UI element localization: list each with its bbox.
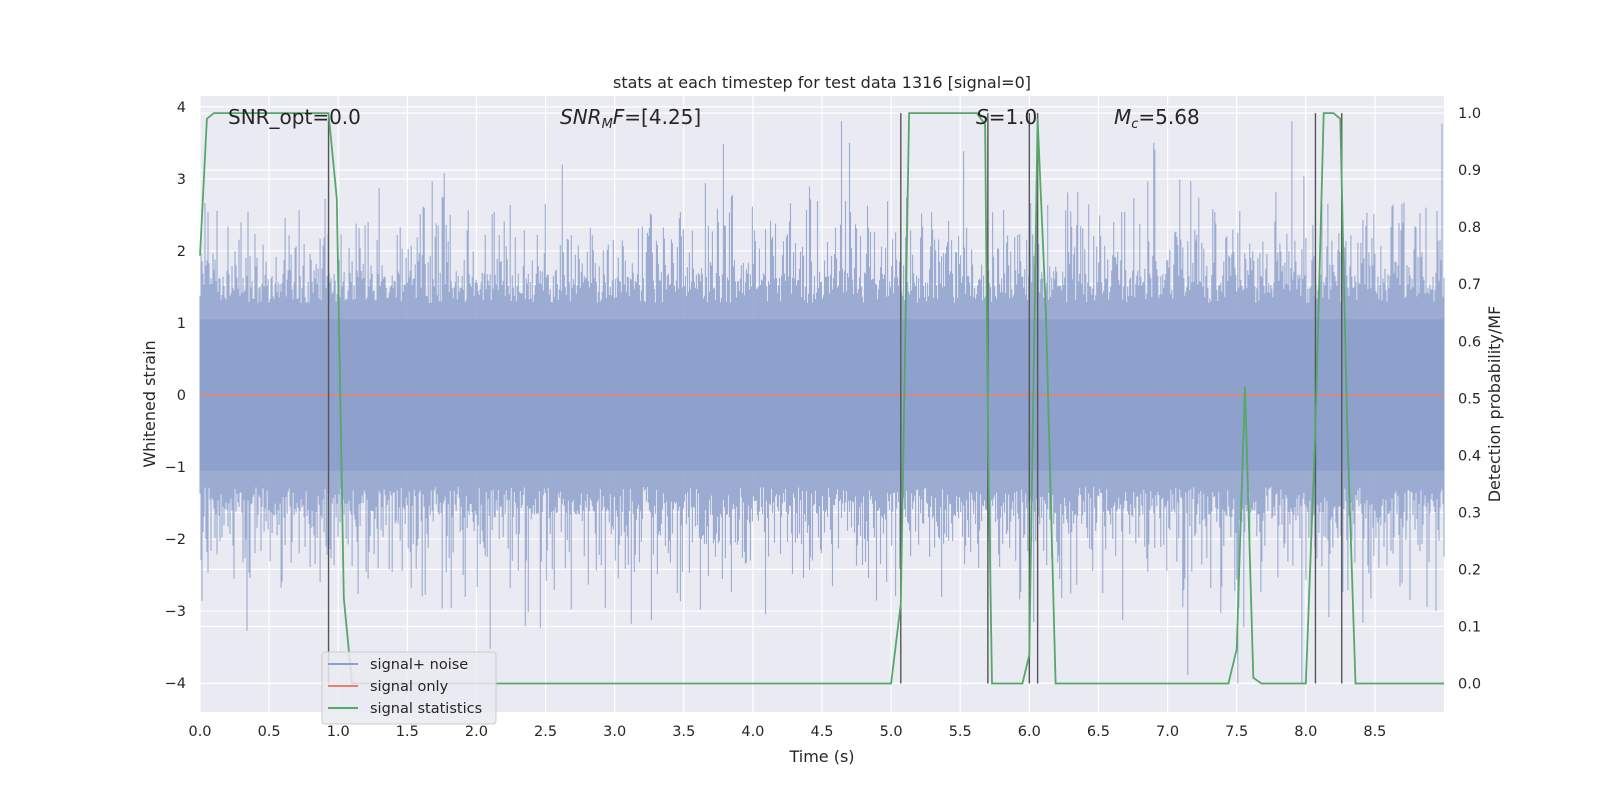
y2-tick-label: 0.6: [1458, 334, 1481, 350]
y-tick-label: −3: [165, 604, 186, 620]
y-tick-label: −1: [165, 460, 186, 476]
y2-tick-labels: 1.0 0.9 0.8 0.7 0.6 0.5 0.4 0.3 0.2 0.1 0.0: [1458, 106, 1481, 692]
y-tick-label: 2: [177, 244, 186, 260]
mc-value: =5.68: [1138, 105, 1199, 129]
y2-tick-label: 0.5: [1458, 391, 1481, 407]
x-tick-labels: 0.0 0.5 1.0 1.5 2.0 2.5 3.0 3.5 4.0 4.5 5.0 5.5 6.0 6…: [188, 724, 1386, 740]
y-tick-label: −2: [165, 532, 186, 548]
y-tick-label: 1: [177, 316, 186, 332]
x-tick-label: 1.5: [396, 724, 419, 740]
x-tick-label: 6.0: [1018, 724, 1041, 740]
y-tick-label: 4: [177, 100, 186, 116]
y-tick-label: 0: [177, 388, 186, 404]
snr-opt-annotation: SNR_opt=0.0: [228, 105, 361, 129]
y2-tick-label: 0.7: [1458, 277, 1481, 293]
y2-tick-label: 0.0: [1458, 676, 1481, 692]
snr-mf-annotation: SNRMF=[4.25]: [560, 105, 701, 132]
x-tick-label: 0.5: [258, 724, 281, 740]
y2-tick-label: 0.8: [1458, 220, 1481, 236]
x-tick-label: 1.0: [327, 724, 350, 740]
s-annotation: S=1.0: [976, 105, 1037, 129]
x-tick-label: 3.0: [603, 724, 626, 740]
y2-tick-label: 0.2: [1458, 562, 1481, 578]
x-tick-label: 2.5: [534, 724, 557, 740]
x-tick-label: 4.5: [810, 724, 833, 740]
y-tick-labels: 4 3 2 1 0 −1 −2 −3 −4: [165, 100, 186, 692]
y2-tick-label: 0.3: [1458, 505, 1481, 521]
s-value: =1.0: [989, 105, 1038, 129]
x-tick-label: 0.0: [188, 724, 211, 740]
y-axis-label: Whitened strain: [140, 340, 159, 467]
mc-annotation: Mc=5.68: [1114, 105, 1200, 132]
x-tick-label: 6.5: [1087, 724, 1110, 740]
x-axis-label: Time (s): [788, 747, 854, 766]
x-tick-label: 5.5: [949, 724, 972, 740]
x-tick-label: 8.0: [1294, 724, 1317, 740]
y2-axis-label: Detection probability/MF: [1485, 306, 1504, 503]
y2-tick-label: 1.0: [1458, 106, 1481, 122]
y2-tick-label: 0.9: [1458, 163, 1481, 179]
x-tick-label: 7.0: [1156, 724, 1179, 740]
x-tick-label: 4.0: [741, 724, 764, 740]
legend-box: [321, 651, 497, 725]
legend-label-stats: signal statistics: [370, 701, 482, 717]
legend-label-noise: signal+ noise: [370, 657, 468, 673]
x-tick-label: 2.0: [465, 724, 488, 740]
x-tick-label: 7.5: [1225, 724, 1248, 740]
chart-title: stats at each timestep for test data 131…: [613, 73, 1031, 92]
x-tick-label: 5.0: [880, 724, 903, 740]
y2-tick-label: 0.4: [1458, 448, 1481, 464]
y-tick-label: −4: [165, 676, 186, 692]
x-tick-label: 3.5: [672, 724, 695, 740]
legend: signal+ noise signal only signal statist…: [321, 651, 497, 725]
x-tick-label: 8.5: [1363, 724, 1386, 740]
snr-mf-value: =[4.25]: [624, 105, 701, 129]
y2-tick-label: 0.1: [1458, 619, 1481, 635]
y-tick-label: 3: [177, 172, 186, 188]
legend-label-signal: signal only: [370, 679, 449, 695]
